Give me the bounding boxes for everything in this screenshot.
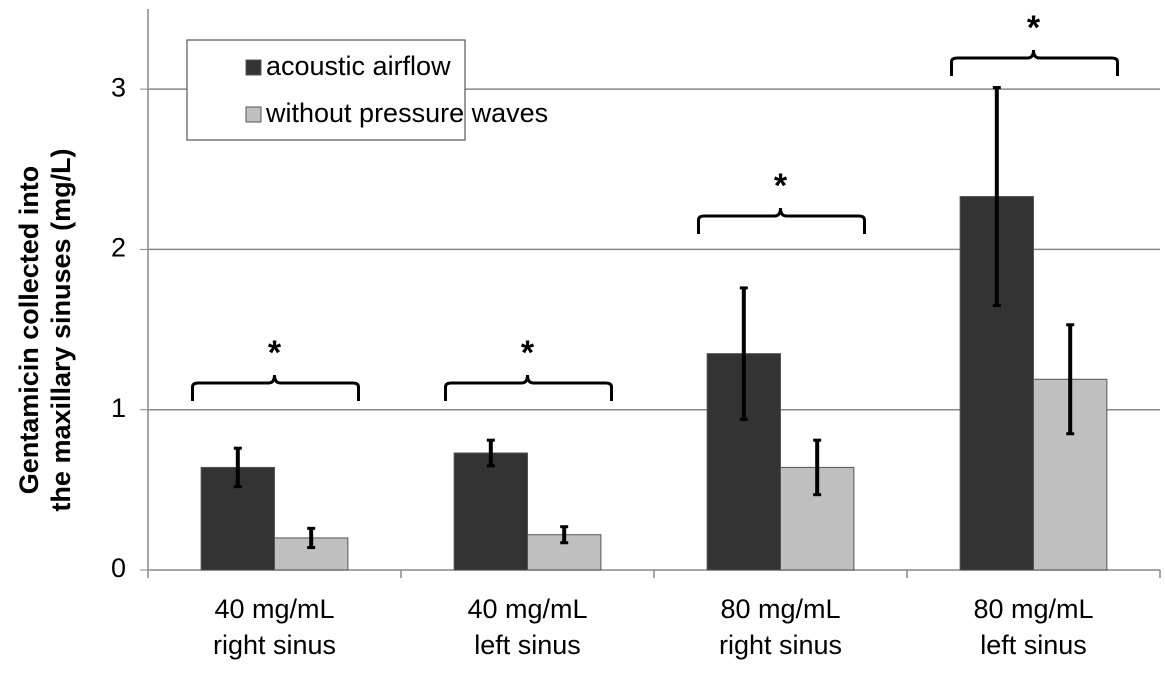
legend: acoustic airflow without pressure waves: [186, 39, 548, 141]
x-tick-label: 40 mg/mL: [467, 594, 587, 624]
significance-brace: [191, 374, 360, 401]
legend-label: acoustic airflow: [266, 51, 451, 81]
y-tick-label: 1: [111, 393, 126, 423]
error-bar: [233, 446, 242, 489]
y-tick-label: 3: [111, 72, 126, 102]
error-bar: [992, 86, 1001, 308]
legend-swatch: [245, 59, 262, 76]
error-bar: [813, 438, 822, 497]
y-tick-label: 2: [111, 233, 126, 263]
annotation: *: [774, 167, 788, 205]
bar: [274, 537, 349, 571]
x-tick-label: left sinus: [980, 630, 1087, 660]
annotation: *: [268, 334, 282, 372]
error-bar: [560, 525, 569, 545]
error-bar: [739, 286, 748, 421]
significance-brace: [950, 49, 1119, 76]
legend-swatch: [245, 106, 262, 123]
significance-brace: [444, 374, 613, 401]
error-bar: [486, 438, 495, 468]
x-tick-label: 80 mg/mL: [973, 594, 1093, 624]
significance-brace: [697, 207, 866, 234]
y-axis-label: Gentamicin collected into the maxillary …: [14, 148, 76, 511]
y-axis-label-line: the maxillary sinuses (mg/L): [46, 148, 76, 511]
bar: [453, 452, 529, 571]
annotation: *: [1027, 9, 1041, 47]
x-tick-label: right sinus: [719, 630, 842, 660]
annotation: *: [521, 334, 535, 372]
x-tick-label: 40 mg/mL: [214, 594, 334, 624]
y-tick-label: 0: [111, 553, 126, 583]
x-tick-label: left sinus: [474, 630, 581, 660]
error-bar: [307, 526, 316, 550]
y-axis-label-line: Gentamicin collected into: [14, 166, 44, 495]
legend-box: [186, 39, 466, 141]
error-bar: [1066, 323, 1075, 436]
x-tick-label: right sinus: [213, 630, 336, 660]
legend-label: without pressure waves: [265, 98, 548, 128]
x-tick-label: 80 mg/mL: [720, 594, 840, 624]
